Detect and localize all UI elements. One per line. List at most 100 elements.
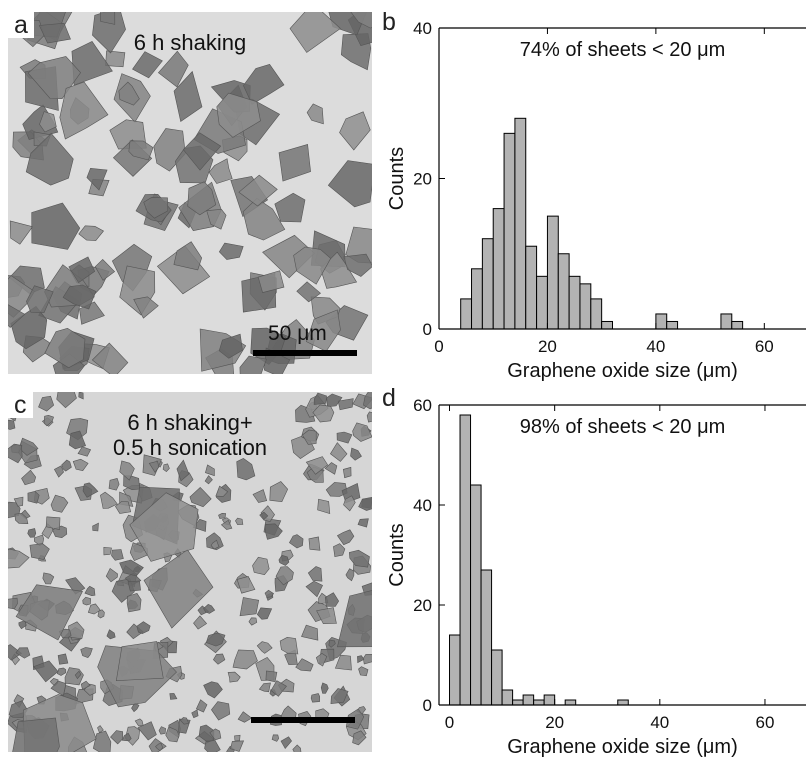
graphene-flake [128,140,154,161]
graphene-flake [264,589,275,598]
graphene-flake [155,743,164,752]
graphene-flake [215,485,229,497]
graphene-flake [334,654,352,671]
graphene-flake [39,111,57,133]
graphene-flake [203,604,216,614]
graphene-flake [239,355,267,374]
graphene-flake [136,621,151,635]
histogram-bar [579,283,592,330]
y-tick-label: 0 [423,320,432,339]
graphene-flake [8,419,16,430]
graphene-flake [274,192,306,223]
graphene-flake [121,732,132,742]
graphene-flake [357,518,369,528]
x-tick-label: 60 [755,337,774,356]
graphene-flake [123,475,140,491]
histogram-bar [491,649,503,706]
histogram-bar [731,320,744,330]
graphene-flake [191,709,199,719]
graphene-flake [21,469,37,486]
graphene-flake [13,496,24,507]
graphene-flake [296,281,321,303]
graphene-flake [256,607,273,620]
graphene-flake [308,536,321,551]
graphene-flake [316,607,337,625]
graphene-flake [252,556,270,576]
graphene-flake [271,734,280,742]
graphene-flake [357,655,365,664]
graphene-flake [27,490,40,504]
graphene-flake [236,458,256,481]
histogram-bar [470,484,482,706]
histogram-b-group: b 0 20 40 0 20 40 60 Graphene oxide size (μm) Cou… [382,8,806,382]
histogram-bar [536,275,548,330]
graphene-flake [279,636,299,655]
graphene-flake [306,309,341,352]
graphene-flake [198,724,215,743]
graphene-flake [132,51,163,79]
graphene-flake [74,670,82,680]
graphene-flake [211,701,231,721]
y-tick-label: 20 [413,596,432,615]
graphene-flake [366,411,372,423]
graphene-flake [236,576,256,594]
graphene-flake [103,546,112,556]
graphene-flake [115,641,164,682]
x-tick-label: 20 [545,713,564,732]
graphene-flake [312,404,335,423]
graphene-flake [320,682,329,694]
graphene-flake [313,392,327,405]
graphene-flake [362,654,372,665]
graphene-flake [119,460,135,481]
graphene-flake [339,111,371,151]
graphene-flake [325,482,348,497]
graphene-flake [68,256,96,284]
x-tick-label: 40 [650,713,669,732]
caption-c-line1: 6 h shaking+ [127,410,253,435]
graphene-flake [59,81,109,140]
histogram-bar [501,689,514,706]
graphene-flake [213,653,226,665]
graphene-flake [264,523,283,540]
graphene-flake [129,492,199,562]
graphene-flake [234,734,241,742]
histogram-bar [459,414,472,706]
histogram-bar [655,313,668,330]
graphene-flake [189,486,212,508]
graphene-flake [232,649,258,670]
graphene-flake [326,393,343,408]
graphene-flake [292,744,302,752]
graphene-flake [265,670,278,683]
graphene-flake [218,333,243,359]
micrograph-a: a 6 h shaking 50 μm [8,12,372,374]
y-axis-label: Counts [386,147,408,210]
graphene-flake [363,392,372,410]
graphene-flake [92,12,126,54]
graphene-flake [31,202,81,250]
graphene-flake [293,246,332,285]
x-tick-label: 60 [756,713,775,732]
graphene-flake [358,496,372,511]
graphene-flake [248,617,258,626]
graphene-flake [9,220,34,245]
graphene-flake [8,548,30,569]
graphene-flake [358,666,369,677]
graphene-flake [259,511,269,521]
graphene-flake [53,465,64,478]
graphene-flake [26,285,54,313]
histogram-bar [590,298,603,330]
graphene-flake [133,296,159,319]
graphene-flake [305,456,329,475]
graphene-flake [50,680,67,697]
panel-letter-a: a [8,12,34,38]
y-tick-label: 60 [413,396,432,415]
graphene-flake [330,688,349,705]
histogram-annotation: 74% of sheets < 20 μm [520,39,726,61]
graphene-flake [350,447,362,461]
graphene-flake [106,629,116,640]
graphene-flake [56,667,67,676]
graphene-flake [230,740,245,752]
graphene-flake [348,549,370,568]
histogram-bar [480,569,493,706]
graphene-flake [92,730,112,752]
